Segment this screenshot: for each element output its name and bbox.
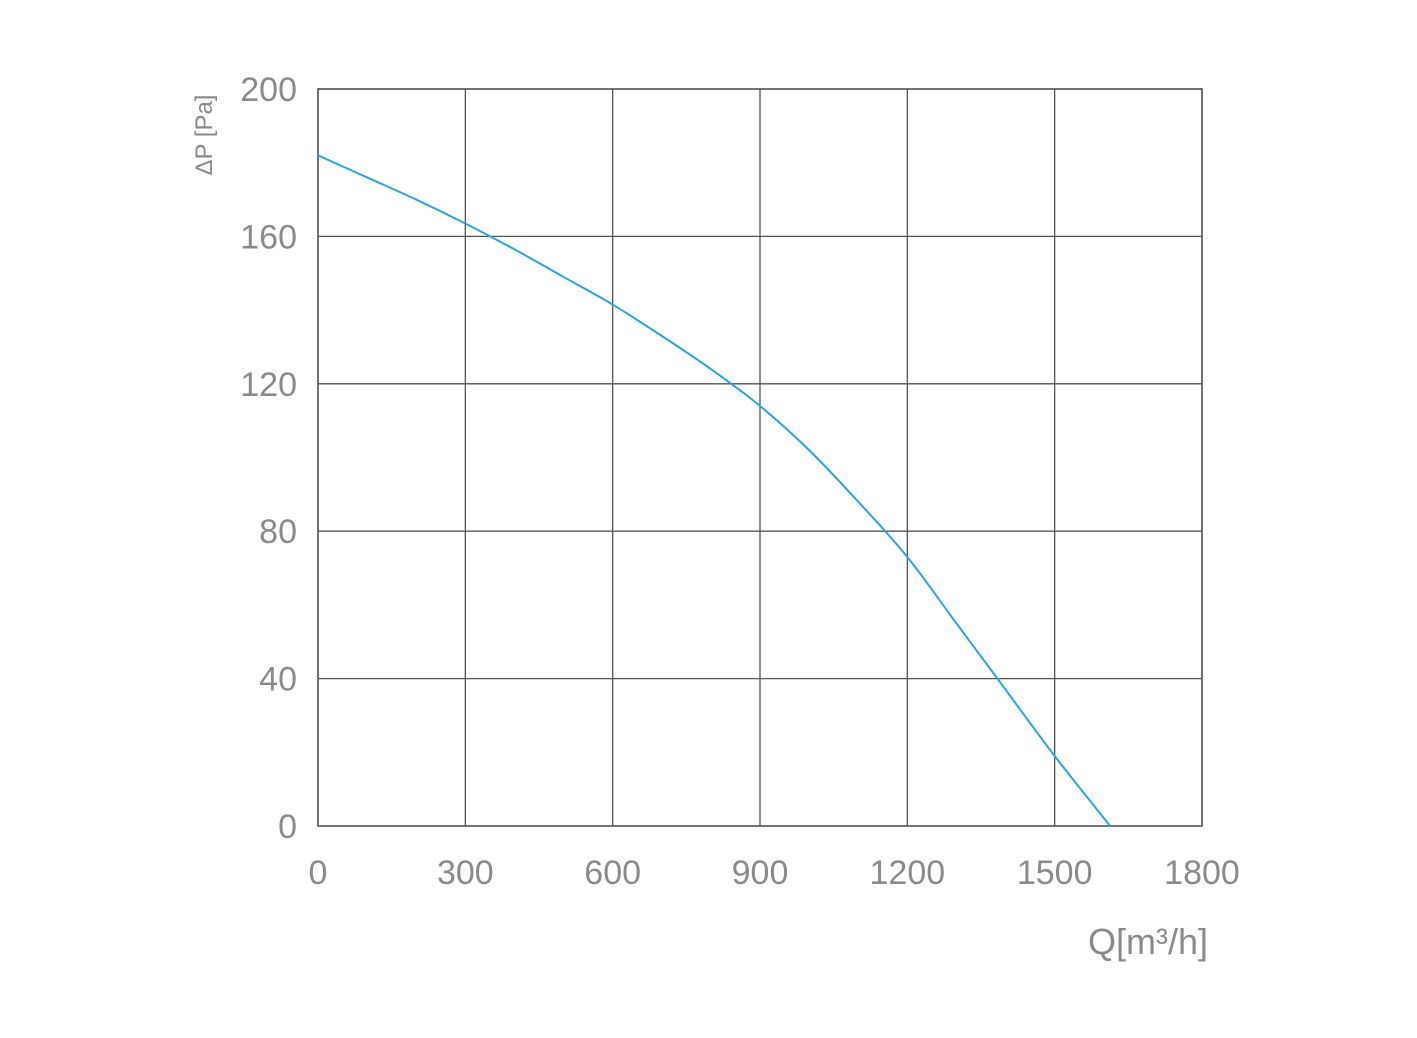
- y-tick-label: 160: [240, 218, 297, 256]
- x-tick-label: 600: [584, 854, 641, 892]
- series-line-0: [317, 154, 1112, 827]
- x-axis-title: Q[m³/h]: [1088, 921, 1208, 962]
- y-tick-label: 200: [240, 71, 297, 109]
- y-tick-label: 0: [278, 808, 297, 846]
- y-tick-label: 120: [240, 366, 297, 404]
- y-axis-ticks: 0 40 80 120 160 200: [240, 71, 297, 846]
- x-tick-label: 1500: [1017, 854, 1093, 892]
- x-tick-label: 1200: [870, 854, 946, 892]
- series: [317, 154, 1112, 827]
- y-tick-label: 40: [259, 661, 297, 699]
- x-tick-label: 1800: [1164, 854, 1240, 892]
- x-tick-label: 0: [309, 854, 328, 892]
- y-tick-label: 80: [259, 513, 297, 551]
- x-tick-label: 900: [732, 854, 789, 892]
- grid: [317, 88, 1203, 827]
- plot-frame: [317, 88, 1203, 827]
- y-axis-title: ΔP [Pa]: [191, 95, 218, 176]
- x-tick-label: 300: [437, 854, 494, 892]
- x-axis-ticks: 0 300 600 900 1200 1500 1800: [309, 854, 1240, 892]
